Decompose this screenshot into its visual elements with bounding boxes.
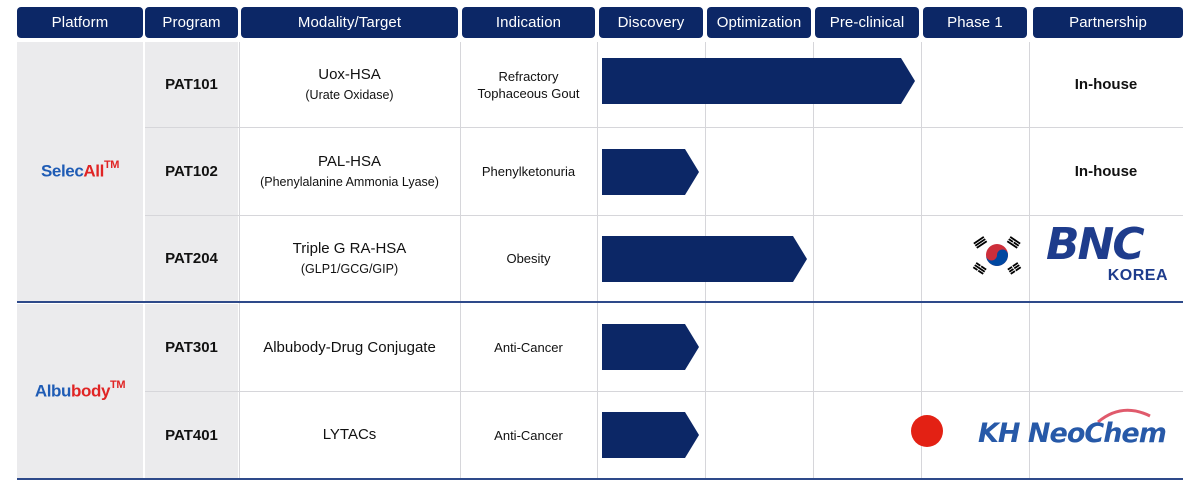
bnc-logo-text: BNC — [1046, 219, 1145, 270]
program-cell: PAT301 — [145, 304, 238, 391]
modality-name: Uox-HSA — [318, 65, 381, 83]
header-modality: Modality/Target — [241, 7, 458, 38]
partnership-cell: In-house — [1074, 163, 1138, 180]
progress-bar-pat101 — [602, 58, 915, 104]
indication-cell: Phenylketonuria — [462, 128, 595, 215]
trademark-mark: TM — [103, 159, 120, 172]
progress-bar-pat301 — [602, 324, 699, 370]
header-partnership: Partnership — [1033, 7, 1183, 38]
indication-line: Refractory — [498, 68, 559, 84]
south-korea-flag-icon — [972, 236, 1022, 275]
header-optimization: Optimization — [707, 7, 811, 38]
platform-cell-selecall: SelecAllTM — [17, 42, 143, 301]
modality-name: Albubody-Drug Conjugate — [263, 338, 436, 356]
modality-name: PAL-HSA — [317, 152, 382, 170]
indication-cell: Anti-Cancer — [462, 392, 595, 478]
modality-target: (Urate Oxidase) — [305, 87, 394, 102]
modality-cell: Uox-HSA (Urate Oxidase) — [241, 42, 458, 127]
kh-neochem-logo-text: KH NeoChem — [978, 418, 1167, 449]
modality-target: (Phenylalanine Ammonia Lyase) — [260, 174, 439, 189]
header-preclinical: Pre-clinical — [815, 7, 919, 38]
modality-cell: PAL-HSA (Phenylalanine Ammonia Lyase) — [241, 128, 458, 215]
header-program: Program — [145, 7, 238, 38]
table-bottom-border — [17, 478, 1183, 480]
modality-target: (GLP1/GCG/GIP) — [300, 261, 399, 276]
platform-name: SelecAllTM — [40, 159, 120, 182]
indication-cell: Obesity — [462, 216, 595, 301]
indication-line: Anti-Cancer — [494, 427, 563, 443]
platform-name-part2: All — [83, 161, 104, 181]
indication-line: Anti-Cancer — [494, 340, 563, 355]
modality-cell: Triple G RA-HSA (GLP1/GCG/GIP) — [241, 216, 458, 301]
indication-cell: Refractory Tophaceous Gout — [462, 42, 595, 127]
trademark-mark: TM — [110, 378, 126, 391]
platform-separator — [17, 301, 1183, 303]
program-cell: PAT101 — [145, 42, 238, 127]
modality-cell: Albubody-Drug Conjugate — [241, 304, 458, 391]
indication-line: Obesity — [506, 251, 551, 266]
indication-line: Tophaceous Gout — [477, 85, 580, 101]
header-discovery: Discovery — [599, 7, 703, 38]
modality-cell: LYTACs — [241, 392, 458, 478]
platform-name-part2: body — [71, 381, 111, 401]
program-cell: PAT102 — [145, 128, 238, 215]
progress-bar-pat401 — [602, 412, 699, 458]
header-platform: Platform — [17, 7, 143, 38]
bnc-korea-logo: BNC KOREA — [1040, 222, 1180, 288]
indication-line: Phenylketonuria — [481, 164, 576, 179]
platform-name-part1: Albu — [34, 381, 72, 401]
kh-neochem-logo: KH NeoChem — [978, 408, 1178, 458]
header-indication: Indication — [462, 7, 595, 38]
program-cell: PAT401 — [145, 392, 238, 478]
bnc-logo-subtext: KOREA — [1107, 267, 1168, 284]
program-cell: PAT204 — [145, 216, 238, 301]
kh-neochem-swoosh-icon — [1097, 408, 1151, 424]
partnership-cell: In-house — [1074, 76, 1138, 93]
platform-name-part1: Selec — [40, 161, 84, 181]
modality-name: Triple G RA-HSA — [292, 239, 407, 257]
progress-bar-pat204 — [602, 236, 807, 282]
modality-name: LYTACs — [322, 426, 377, 443]
indication-cell: Anti-Cancer — [462, 304, 595, 391]
japan-flag-icon — [911, 415, 943, 447]
platform-cell-albubody: AlbubodyTM — [17, 304, 143, 478]
header-phase1: Phase 1 — [923, 7, 1027, 38]
progress-bar-pat102 — [602, 149, 699, 195]
platform-name: AlbubodyTM — [34, 378, 126, 402]
